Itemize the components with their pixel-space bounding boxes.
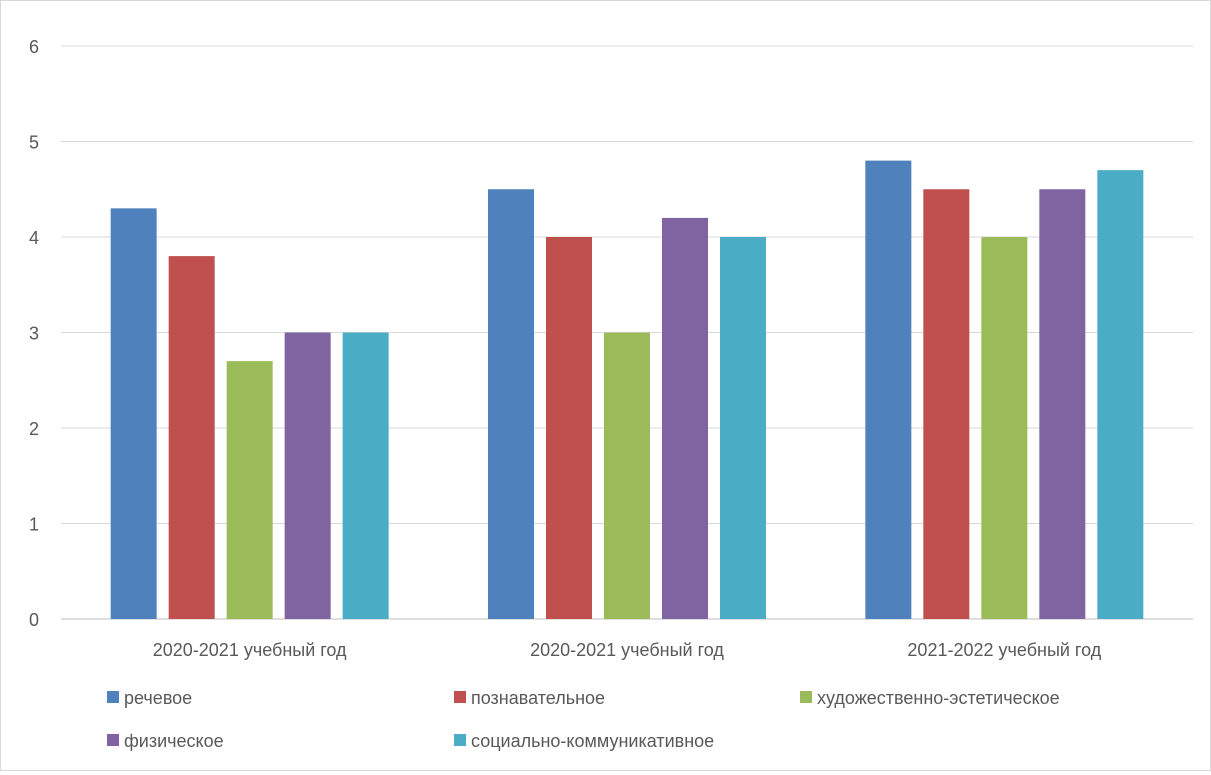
- y-tick-label: 3: [29, 324, 39, 344]
- bar-3-1: [226, 361, 273, 619]
- legend-label: художественно-эстетическое: [817, 688, 1060, 708]
- legend: речевое познавательное художественно-эстет…: [107, 688, 1060, 751]
- legend-swatch: [107, 734, 119, 746]
- bar-5-2: [720, 237, 766, 619]
- bar-4-1: [284, 332, 331, 619]
- legend-label: речевое: [124, 688, 192, 708]
- bars: [110, 160, 1144, 619]
- bar-5-1: [342, 332, 389, 619]
- bar-1-1: [110, 208, 157, 619]
- bar-2-2: [546, 237, 592, 619]
- y-tick-label: 6: [29, 37, 39, 57]
- bar-2-3: [923, 189, 970, 619]
- legend-label: социально-коммуникативное: [471, 731, 714, 751]
- bar-5-3: [1097, 170, 1144, 619]
- x-axis-labels: 2020-2021 учебный год 2020-2021 учебный г…: [153, 640, 1102, 660]
- x-category-label: 2021-2022 учебный год: [907, 640, 1101, 660]
- y-tick-label: 4: [29, 228, 39, 248]
- bar-3-2: [604, 332, 650, 619]
- legend-swatch: [800, 691, 812, 703]
- bar-1-2: [488, 189, 534, 619]
- bar-1-3: [865, 160, 912, 619]
- legend-label: познавательное: [471, 688, 605, 708]
- y-tick-label: 0: [29, 610, 39, 630]
- legend-swatch: [454, 691, 466, 703]
- bar-3-3: [981, 237, 1028, 619]
- bar-2-1: [168, 256, 215, 619]
- x-category-label: 2020-2021 учебный год: [530, 640, 724, 660]
- y-tick-label: 1: [29, 515, 39, 535]
- y-axis-ticks: 0 1 2 3 4 5 6: [29, 37, 39, 630]
- legend-swatch: [454, 734, 466, 746]
- legend-label: физическое: [124, 731, 224, 751]
- bar-4-2: [662, 217, 708, 619]
- x-category-label: 2020-2021 учебный год: [153, 640, 347, 660]
- bar-4-3: [1039, 189, 1086, 619]
- y-tick-label: 5: [29, 133, 39, 153]
- y-tick-label: 2: [29, 419, 39, 439]
- legend-swatch: [107, 691, 119, 703]
